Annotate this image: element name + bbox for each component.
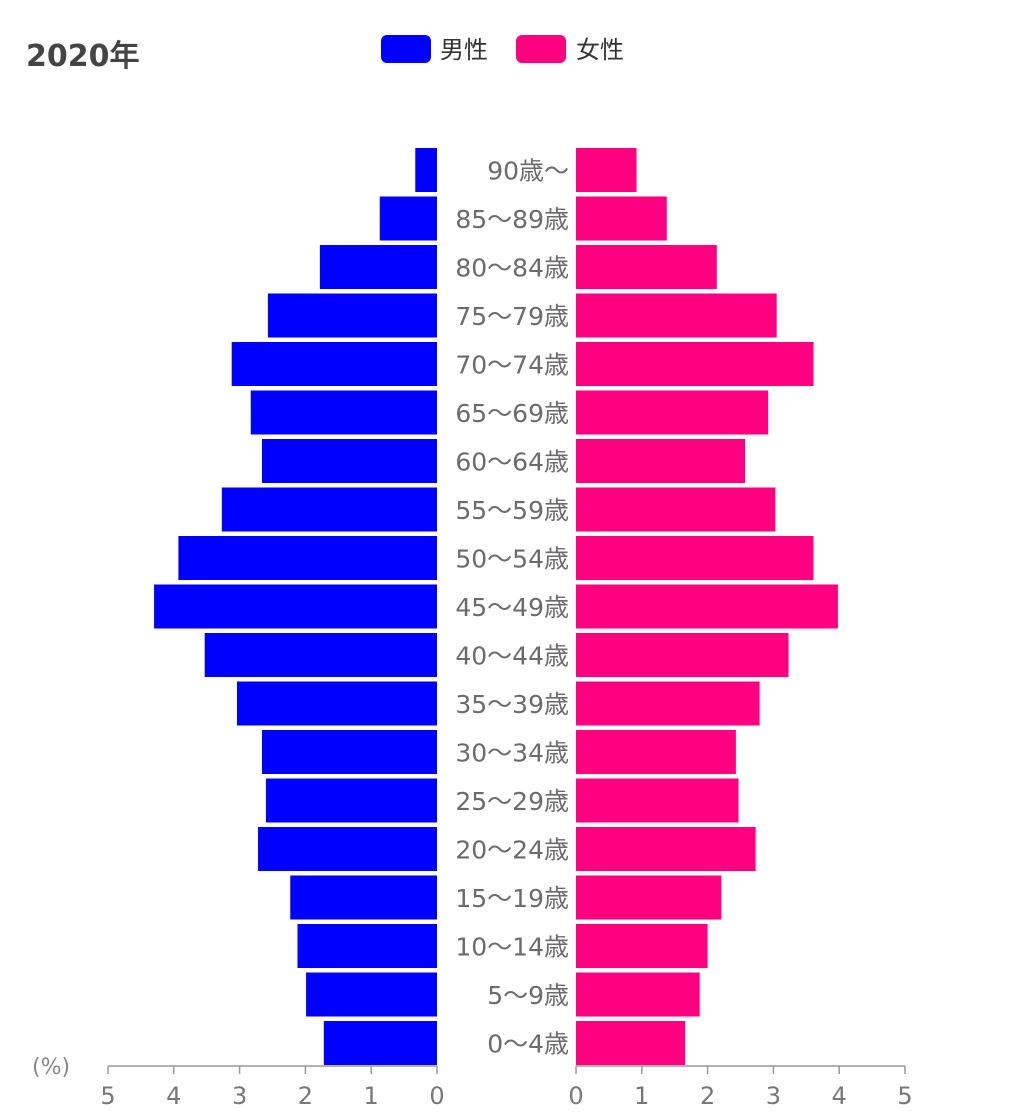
male-bar[interactable]	[415, 148, 437, 192]
male-bar[interactable]	[204, 633, 437, 677]
age-group-label: 50〜54歳	[455, 544, 569, 573]
male-bar[interactable]	[221, 487, 437, 532]
age-group-label: 10〜14歳	[455, 932, 569, 961]
age-group-label: 85〜89歳	[455, 205, 569, 234]
legend-swatch-right[interactable]	[516, 35, 566, 63]
male-bar[interactable]	[379, 196, 437, 241]
age-group-label: 40〜44歳	[455, 641, 569, 670]
female-bar[interactable]	[576, 875, 722, 920]
x-axes: 0 0 1 1 2 2 3 3 4 4 5 5	[100, 1065, 913, 1110]
female-bar[interactable]	[576, 245, 717, 289]
male-bar[interactable]	[267, 293, 437, 338]
male-bar[interactable]	[265, 778, 437, 823]
tick-label-right: 0	[568, 1082, 583, 1110]
age-group-label: 60〜64歳	[455, 447, 569, 476]
female-bar[interactable]	[576, 196, 667, 241]
legend-label-right[interactable]: 女性	[576, 36, 624, 64]
male-bar[interactable]	[323, 1021, 437, 1065]
age-group-label: 55〜59歳	[455, 496, 569, 525]
male-bar[interactable]	[297, 924, 437, 968]
tick-label-right: 1	[634, 1082, 649, 1110]
male-bar[interactable]	[178, 536, 437, 580]
unit-label: (%)	[32, 1055, 70, 1080]
tick-label-left: 1	[364, 1082, 379, 1110]
female-bar[interactable]	[576, 584, 838, 629]
male-bar[interactable]	[250, 390, 437, 435]
age-group-label: 90歳〜	[487, 156, 569, 185]
female-bar[interactable]	[576, 1021, 686, 1065]
male-bar[interactable]	[319, 245, 437, 289]
female-bar[interactable]	[576, 633, 789, 677]
tick-label-left: 5	[100, 1082, 115, 1110]
age-group-label: 75〜79歳	[455, 302, 569, 331]
female-bar[interactable]	[576, 827, 756, 871]
female-bar[interactable]	[576, 681, 760, 726]
male-bar[interactable]	[258, 827, 437, 871]
age-group-label: 45〜49歳	[455, 593, 569, 622]
tick-label-left: 0	[429, 1082, 444, 1110]
age-group-label: 15〜19歳	[455, 884, 569, 913]
age-group-label: 35〜39歳	[455, 690, 569, 719]
tick-label-left: 2	[298, 1082, 313, 1110]
male-bars	[154, 148, 437, 1065]
tick-label-right: 5	[897, 1082, 912, 1110]
female-bar[interactable]	[576, 487, 776, 532]
age-group-label: 20〜24歳	[455, 835, 569, 864]
female-bars	[576, 148, 838, 1065]
tick-label-left: 4	[166, 1082, 181, 1110]
female-bar[interactable]	[576, 293, 777, 338]
tick-label-right: 2	[700, 1082, 715, 1110]
male-bar[interactable]	[236, 681, 437, 726]
legend-label-left[interactable]: 男性	[440, 36, 488, 64]
legend-swatch-left[interactable]	[381, 35, 431, 63]
female-bar[interactable]	[576, 390, 769, 435]
male-bar[interactable]	[231, 342, 437, 386]
female-bar[interactable]	[576, 439, 746, 483]
male-bar[interactable]	[306, 972, 437, 1017]
male-bar[interactable]	[261, 730, 437, 774]
female-bar[interactable]	[576, 536, 814, 580]
age-group-label: 65〜69歳	[455, 399, 569, 428]
male-bar[interactable]	[154, 584, 437, 629]
age-group-label: 70〜74歳	[455, 350, 569, 379]
female-bar[interactable]	[576, 730, 736, 774]
age-group-label: 80〜84歳	[455, 253, 569, 282]
tick-label-left: 3	[232, 1082, 247, 1110]
age-group-label: 25〜29歳	[455, 787, 569, 816]
male-bar[interactable]	[290, 875, 437, 920]
female-bar[interactable]	[576, 148, 637, 192]
age-group-label: 5〜9歳	[487, 981, 569, 1010]
female-bar[interactable]	[576, 924, 708, 968]
age-group-label: 30〜34歳	[455, 738, 569, 767]
legend: 男性 女性	[381, 35, 624, 64]
female-bar[interactable]	[576, 778, 739, 823]
tick-label-right: 3	[766, 1082, 781, 1110]
female-bar[interactable]	[576, 342, 814, 386]
chart-title: 2020年	[26, 39, 140, 74]
age-group-labels: 90歳〜 85〜89歳 80〜84歳 75〜79歳 70〜74歳 65〜69歳 60〜64歳…	[455, 156, 569, 1058]
tick-label-right: 4	[832, 1082, 847, 1110]
female-bar[interactable]	[576, 972, 700, 1017]
male-bar[interactable]	[261, 439, 437, 483]
age-group-label: 0〜4歳	[487, 1029, 569, 1058]
